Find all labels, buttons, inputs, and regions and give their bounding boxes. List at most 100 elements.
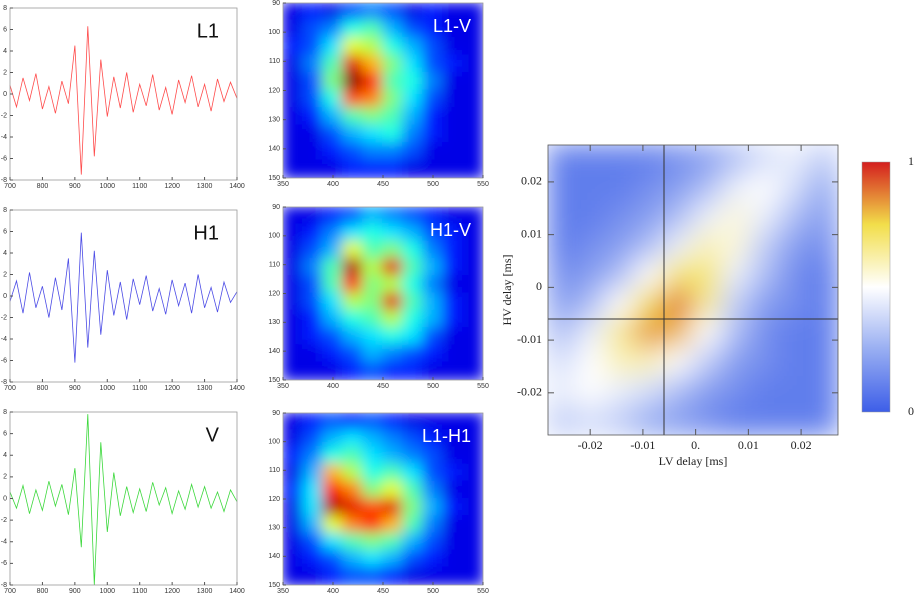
- y-tick-label: 4: [3, 250, 7, 257]
- heatmap-cell: [462, 566, 483, 585]
- heatmap-cell: [808, 145, 838, 175]
- y-tick-label: 4: [3, 48, 7, 55]
- x-tick-label: 1300: [197, 183, 213, 190]
- heatmap-cell: [442, 240, 464, 260]
- heatmap-cell: [302, 566, 324, 585]
- x-tick-label: 1400: [229, 588, 245, 595]
- x-tick-label: 700: [4, 385, 16, 392]
- heatmap-cell: [302, 142, 324, 162]
- heatmap-cell: [576, 289, 607, 320]
- heatmap-cell: [576, 347, 607, 378]
- heatmap-cell: [442, 309, 464, 330]
- heatmap-cell: [721, 376, 752, 407]
- x-tick-label: -0.02: [578, 438, 603, 452]
- x-axis-label: LV delay [ms]: [659, 454, 728, 468]
- heatmap-cell: [808, 405, 838, 435]
- heatmap-cell: [548, 231, 578, 262]
- heatmap-cell: [779, 173, 810, 204]
- heatmap-cell: [362, 223, 384, 243]
- heatmap-cell: [422, 223, 444, 243]
- heatmap-cell: [634, 231, 665, 262]
- heatmap-cell: [322, 549, 344, 569]
- heatmap-cell: [548, 376, 578, 407]
- heatmap-cell: [779, 145, 810, 175]
- heatmap-cell: [808, 231, 838, 262]
- x-tick-label: 400: [327, 383, 339, 390]
- heatmap-cell: [402, 515, 424, 535]
- y-tick-label: 110: [269, 467, 280, 474]
- y-tick-label: 150: [268, 175, 280, 182]
- panel-label: H1-V: [430, 220, 471, 240]
- x-tick-label: 450: [377, 383, 389, 390]
- heatmap-cell: [322, 107, 344, 127]
- heatmap-cell: [382, 107, 404, 127]
- heatmap-cell: [342, 207, 364, 226]
- heatmap-cell: [402, 3, 424, 22]
- y-tick-label: 0.01: [521, 226, 542, 240]
- heatmap-cell: [283, 257, 304, 278]
- heatmap-cell: [302, 107, 324, 127]
- y-tick-label: 2: [3, 69, 7, 76]
- heatmap-cell: [634, 289, 665, 320]
- heatmap-cell: [382, 532, 404, 552]
- heatmap-cell: [402, 72, 424, 92]
- heatmap-cell: [548, 173, 578, 204]
- heatmap-cell: [422, 327, 444, 347]
- heatmap-cell: [548, 289, 578, 320]
- y-tick-label: -2: [1, 517, 7, 524]
- panel-label: L1-V: [433, 16, 471, 36]
- heatmap-cell: [548, 145, 578, 175]
- heatmap-cell: [362, 327, 384, 347]
- heatmap-cell: [721, 405, 752, 435]
- heatmap-cell: [362, 292, 384, 312]
- heatmap-cell: [663, 202, 694, 233]
- x-tick-label: 900: [69, 183, 81, 190]
- heatmap-cell: [283, 498, 304, 518]
- heatmap-cell: [382, 309, 404, 330]
- heatmap-cell: [692, 173, 723, 204]
- heatmap-cell: [382, 446, 404, 466]
- heatmap-cell: [362, 240, 384, 260]
- heatmap-cell: [342, 446, 364, 466]
- heatmap-cell: [605, 260, 636, 291]
- heatmap-cell: [302, 3, 324, 22]
- x-tick-label: 800: [37, 183, 49, 190]
- heatmap-cell: [442, 327, 464, 347]
- heatmap-cell: [362, 19, 384, 39]
- heatmap-cell: [362, 532, 384, 552]
- x-tick-label: 450: [377, 181, 389, 188]
- heatmap-cell: [362, 498, 384, 518]
- heatmap-cell: [750, 145, 781, 175]
- heatmap-cell: [322, 207, 344, 226]
- y-tick-label: 100: [268, 29, 280, 36]
- heatmap-cell: [462, 223, 483, 243]
- heatmap-cell: [422, 292, 444, 312]
- heatmap-cell: [808, 173, 838, 204]
- heatmap-cell: [382, 19, 404, 39]
- heatmap-cell: [302, 257, 324, 278]
- heatmap-cell: [605, 376, 636, 407]
- heatmap-cell: [362, 429, 384, 449]
- heatmap-cell: [422, 463, 444, 483]
- heatmap-cell: [422, 515, 444, 535]
- y-tick-label: 100: [268, 439, 280, 446]
- heatmap-cell: [382, 549, 404, 569]
- heatmap-cell: [382, 344, 404, 364]
- x-tick-label: 800: [37, 385, 49, 392]
- heatmap-cell: [382, 207, 404, 226]
- y-tick-label: 0: [536, 279, 542, 293]
- y-tick-label: 110: [269, 58, 280, 65]
- heatmap-cell: [283, 159, 304, 178]
- heatmap-cell: [342, 532, 364, 552]
- heatmap-cell: [779, 202, 810, 233]
- heatmap-cell: [322, 37, 344, 57]
- heatmap-cell: [442, 463, 464, 483]
- y-tick-label: -4: [1, 134, 7, 141]
- heatmap-cell: [283, 515, 304, 535]
- heatmap-cell: [442, 515, 464, 535]
- heatmap-cell: [342, 54, 364, 74]
- heatmap-cell: [422, 498, 444, 518]
- heatmap-cell: [750, 260, 781, 291]
- heatmap-cell: [779, 318, 810, 349]
- heatmap-cell: [302, 532, 324, 552]
